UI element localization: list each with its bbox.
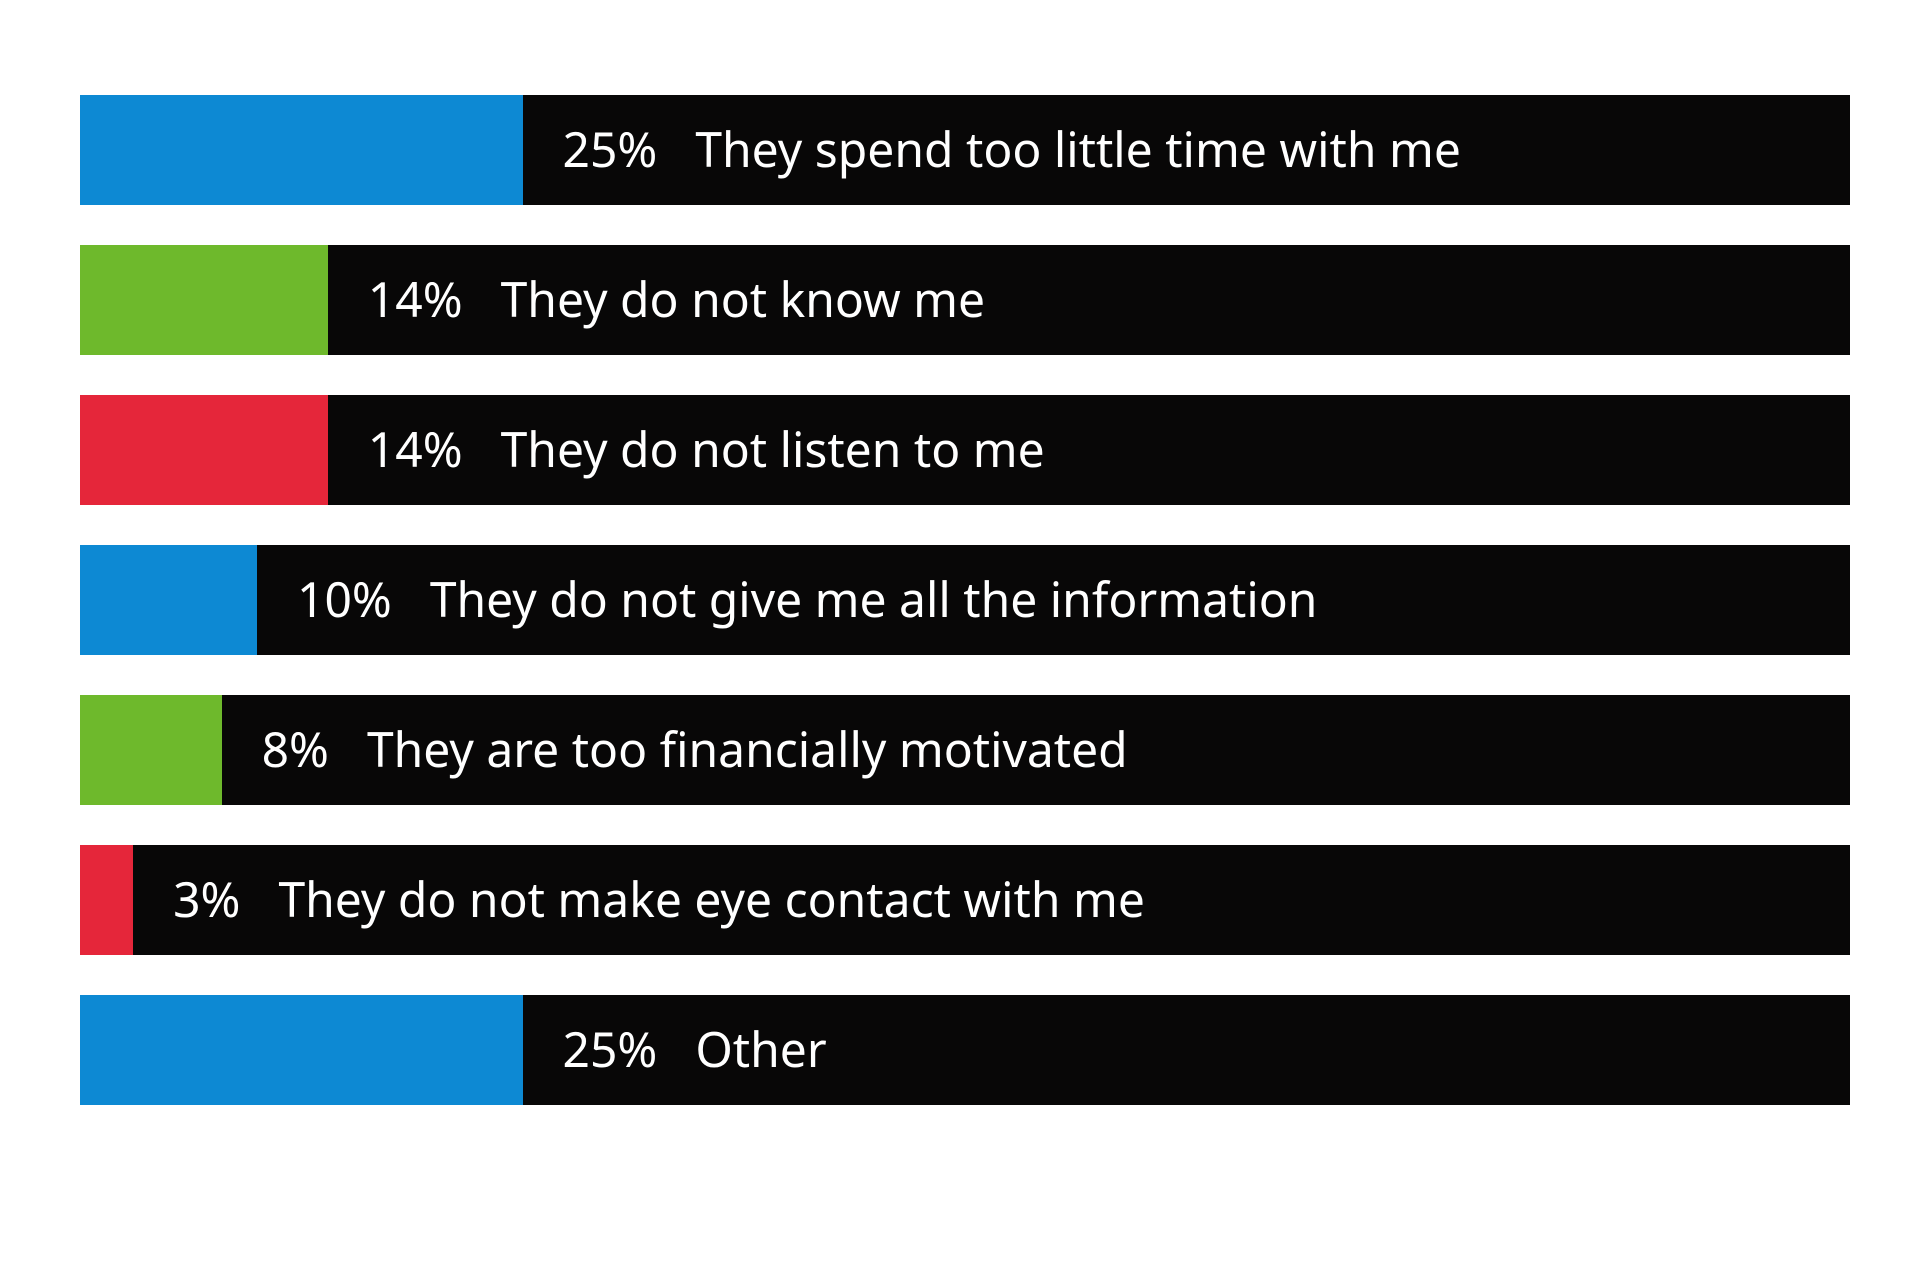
bar-row: 3% They do not make eye contact with me	[80, 845, 1850, 955]
bar-segment	[80, 245, 328, 355]
bar-label: They do not know me	[501, 276, 986, 324]
bar-percent: 8%	[262, 726, 329, 774]
bar-percent: 3%	[173, 876, 240, 924]
bar-segment	[80, 545, 257, 655]
bar-text: 8% They are too financially motivated	[262, 695, 1128, 805]
bar-percent: 25%	[563, 1026, 658, 1074]
bar-segment	[80, 395, 328, 505]
bar-label: They do not give me all the information	[430, 576, 1318, 624]
bar-segment	[80, 845, 133, 955]
bar-text: 25% Other	[563, 995, 827, 1105]
bar-text: 25% They spend too little time with me	[563, 95, 1461, 205]
bar-text: 14% They do not listen to me	[368, 395, 1045, 505]
bar-text: 14% They do not know me	[368, 245, 985, 355]
bar-label: They do not listen to me	[501, 426, 1045, 474]
bar-segment	[80, 695, 222, 805]
bar-segment	[80, 995, 523, 1105]
bar-percent: 14%	[368, 276, 463, 324]
bar-row: 25% They spend too little time with me	[80, 95, 1850, 205]
bar-row: 25% Other	[80, 995, 1850, 1105]
bar-label: They do not make eye contact with me	[278, 876, 1145, 924]
bar-percent: 10%	[297, 576, 392, 624]
survey-bar-chart: 25% They spend too little time with me 1…	[80, 95, 1850, 1105]
bar-label: Other	[695, 1026, 826, 1074]
bar-text: 3% They do not make eye contact with me	[173, 845, 1145, 955]
bar-row: 10% They do not give me all the informat…	[80, 545, 1850, 655]
bar-label: They are too financially motivated	[367, 726, 1128, 774]
bar-row: 14% They do not know me	[80, 245, 1850, 355]
bar-row: 8% They are too financially motivated	[80, 695, 1850, 805]
bar-row: 14% They do not listen to me	[80, 395, 1850, 505]
bar-label: They spend too little time with me	[695, 126, 1461, 174]
bar-percent: 25%	[563, 126, 658, 174]
bar-percent: 14%	[368, 426, 463, 474]
bar-segment	[80, 95, 523, 205]
bar-text: 10% They do not give me all the informat…	[297, 545, 1317, 655]
